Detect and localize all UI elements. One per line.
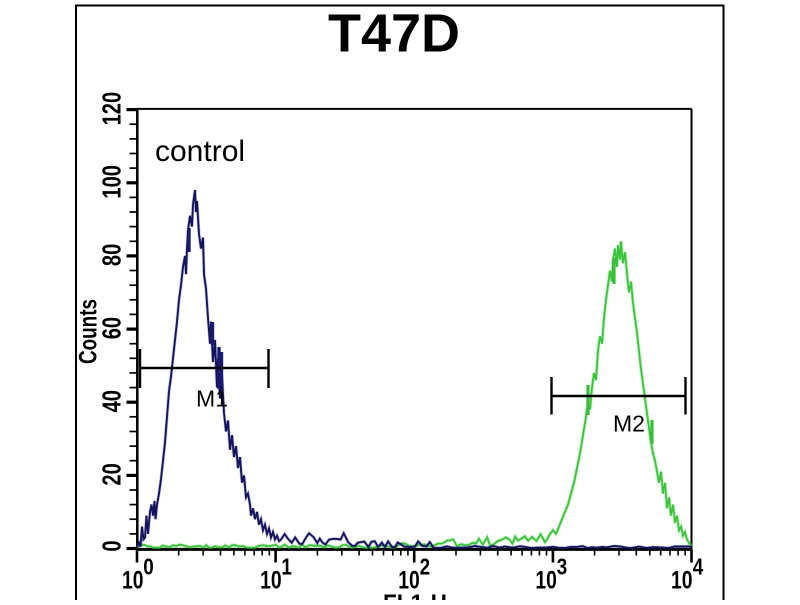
svg-text:3: 3 <box>557 554 568 580</box>
svg-text:10: 10 <box>398 567 420 595</box>
svg-text:M1: M1 <box>196 386 228 412</box>
svg-text:80: 80 <box>97 244 127 266</box>
svg-text:M2: M2 <box>613 411 645 437</box>
svg-text:0: 0 <box>143 554 154 580</box>
svg-text:100: 100 <box>97 165 127 199</box>
svg-text:control: control <box>155 135 245 168</box>
svg-text:0: 0 <box>97 540 127 551</box>
svg-text:10: 10 <box>671 567 693 595</box>
svg-text:120: 120 <box>97 92 127 126</box>
svg-text:Counts: Counts <box>75 299 103 364</box>
svg-text:10: 10 <box>260 567 282 595</box>
svg-text:1: 1 <box>281 554 292 580</box>
svg-text:10: 10 <box>535 567 557 595</box>
svg-text:FL1-H: FL1-H <box>383 590 447 600</box>
svg-text:60: 60 <box>97 317 127 339</box>
svg-text:10: 10 <box>122 567 144 595</box>
svg-text:T47D: T47D <box>328 4 460 64</box>
svg-text:2: 2 <box>420 554 431 580</box>
svg-text:40: 40 <box>97 390 127 412</box>
svg-text:4: 4 <box>693 554 704 580</box>
svg-text:20: 20 <box>97 463 127 485</box>
